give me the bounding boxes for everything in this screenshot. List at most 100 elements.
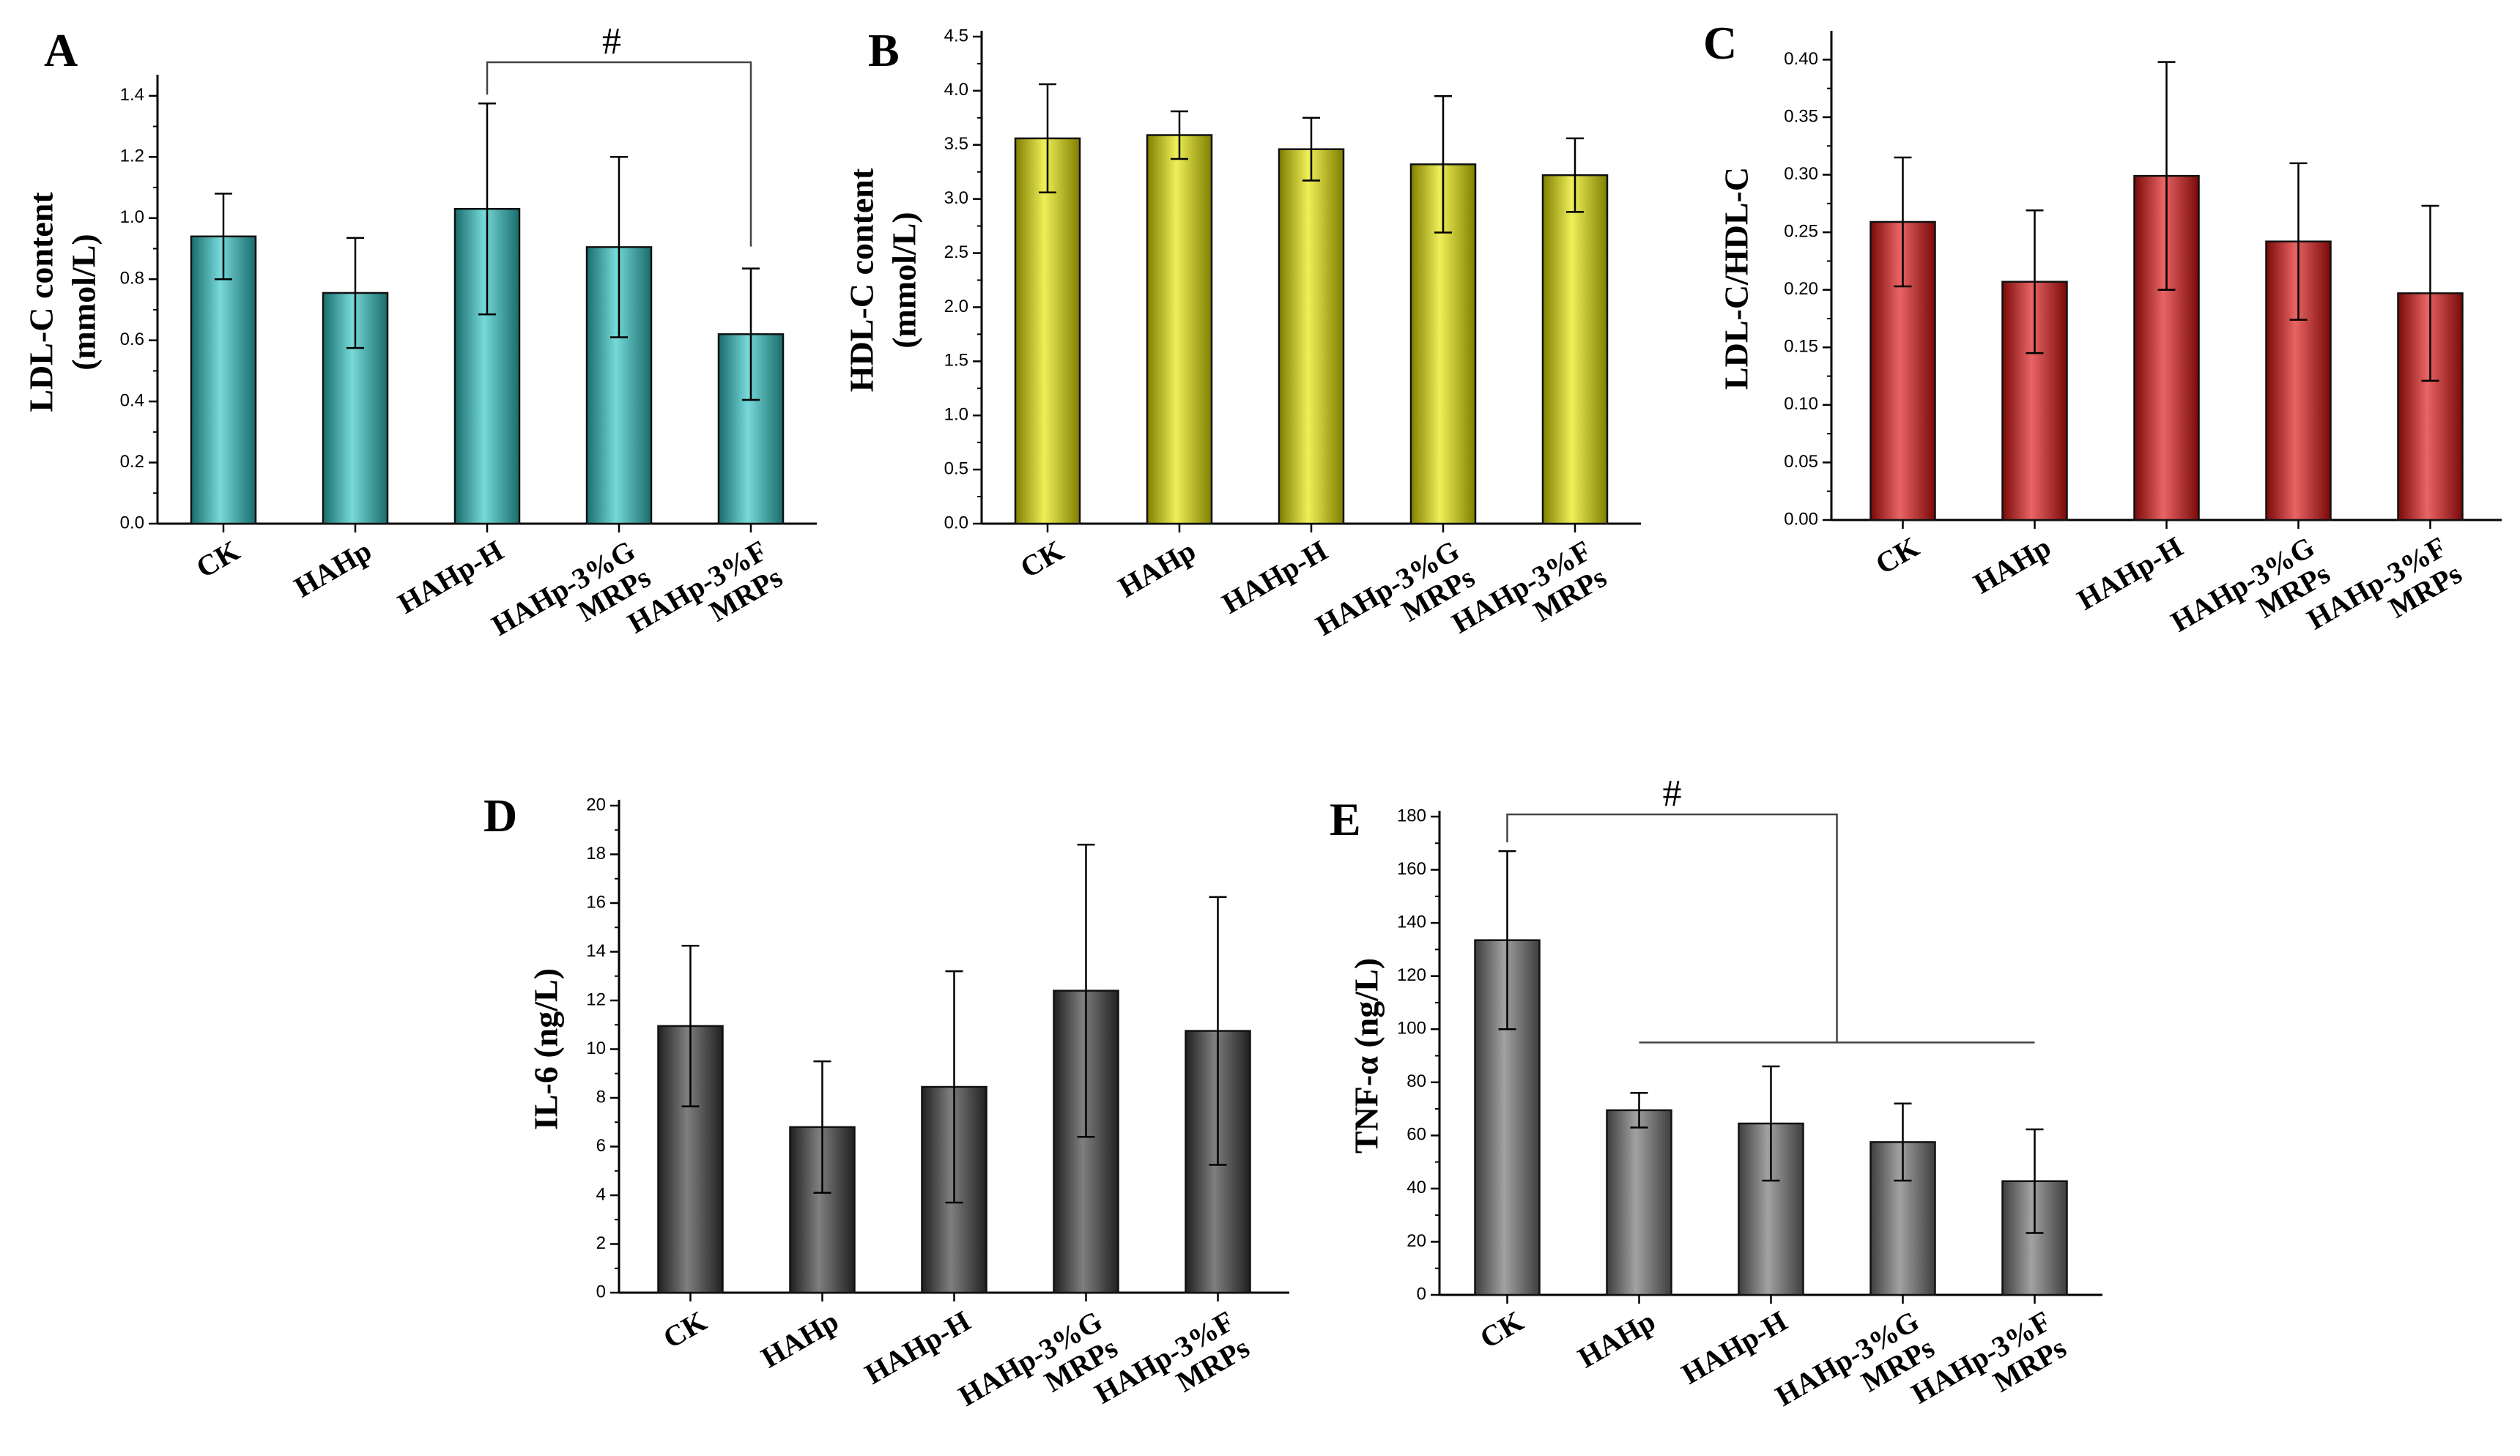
x-tick-label: HAHp-H — [859, 1304, 976, 1391]
x-tick-label: HAHp — [1968, 530, 2056, 601]
y-axis-title: (mmol/L) — [886, 212, 923, 349]
y-tick-label: 1.2 — [120, 146, 144, 166]
y-tick-label: 4.5 — [944, 26, 968, 45]
panel-label: D — [483, 790, 517, 842]
x-tick-label: HAHp-H — [2072, 530, 2188, 617]
x-tick-label: CK — [658, 1304, 712, 1355]
panel-label: B — [868, 24, 900, 76]
chart-panel-B: B HDL-C content (mmol/L) 0.0 0.5 1.0 1.5 2.0 2.5… — [843, 24, 1641, 669]
chart-panel-E: E TNF-α (ng/L) 0 20 40 60 80 100 120 140 160 180 CK H… — [1330, 773, 2102, 1439]
x-tick-label: HAHp — [755, 1304, 844, 1375]
y-tick-label: 0.5 — [944, 458, 968, 478]
y-axis-title: IL-6 (ng/L) — [527, 968, 565, 1130]
y-tick-label: 0.8 — [120, 269, 144, 289]
x-tick-label-line: HAHp — [1113, 534, 1201, 604]
panel-label: E — [1330, 793, 1361, 845]
y-tick-label: 6 — [596, 1136, 606, 1156]
x-tick-label-line: CK — [190, 534, 245, 584]
x-tick-label-line: HAHp-H — [1676, 1304, 1793, 1391]
y-tick-label: 3.5 — [944, 134, 968, 154]
y-axis-title: LDL-C content — [23, 192, 60, 412]
chart-panel-C: C LDL-C/HDL-C 0.00 0.05 0.10 0.15 0.20 0.25 0.30… — [1703, 17, 2502, 663]
y-tick-label: 0.6 — [120, 330, 144, 349]
x-tick-label: HAHp-3%FMRPs — [1089, 1304, 1255, 1437]
y-tick-label: 8 — [596, 1087, 606, 1107]
x-tick-label: HAHp — [289, 534, 377, 604]
x-tick-label: CK — [1475, 1304, 1529, 1355]
x-tick-label: HAHp-H — [392, 534, 508, 620]
y-tick-label: 2.0 — [944, 297, 968, 316]
y-tick-label: 1.4 — [120, 85, 144, 105]
chart-panel-A: A LDL-C content (mmol/L) 0.0 0.2 0.4 0.6 0.8 1.0… — [23, 21, 817, 669]
x-tick-label-line: HAHp-H — [392, 534, 508, 620]
y-tick-label: 0.20 — [1784, 279, 1818, 299]
x-tick-label-line: HAHp-H — [859, 1304, 976, 1391]
x-tick-label: HAHp-3%FMRPs — [1446, 534, 1612, 666]
x-tick-label-line: HAHp-H — [2072, 530, 2188, 617]
y-tick-label: 0.30 — [1784, 164, 1818, 184]
x-tick-label: HAHp — [1572, 1304, 1661, 1375]
significance-mark: # — [602, 21, 621, 62]
y-tick-label: 14 — [586, 941, 606, 961]
bar — [1606, 1109, 1672, 1296]
y-tick-label: 0.2 — [120, 452, 144, 472]
x-tick-label-line: CK — [658, 1304, 712, 1355]
bar — [1541, 174, 1609, 525]
y-tick-label: 1.0 — [944, 405, 968, 425]
x-tick-label: HAHp-3%GMRPs — [1770, 1304, 1940, 1439]
x-tick-label-line: CK — [1475, 1304, 1529, 1355]
y-tick-label: 10 — [586, 1039, 606, 1058]
y-tick-label: 20 — [1407, 1231, 1426, 1251]
significance-mark: # — [1663, 773, 1682, 814]
x-tick-label: HAHp-3%GMRPs — [1310, 534, 1480, 669]
bar — [1278, 148, 1345, 525]
x-tick-label: HAHp-3%GMRPs — [486, 534, 656, 669]
y-axis-title: HDL-C content — [843, 168, 881, 392]
y-tick-label: 60 — [1407, 1125, 1426, 1145]
y-tick-label: 2.5 — [944, 242, 968, 262]
x-tick-label: HAHp-H — [1216, 534, 1333, 620]
x-tick-label-line: HAHp — [289, 534, 377, 604]
y-tick-label: 0.05 — [1784, 452, 1818, 472]
y-tick-label: 40 — [1407, 1178, 1426, 1197]
y-tick-label: 3.0 — [944, 188, 968, 208]
panel-label: C — [1703, 17, 1737, 69]
y-axis-title: (mmol/L) — [65, 234, 103, 371]
y-tick-label: 20 — [586, 795, 606, 814]
significance-bracket — [1506, 813, 1838, 1043]
x-tick-label: CK — [1015, 534, 1069, 584]
x-tick-label: HAHp — [1113, 534, 1201, 604]
y-tick-label: 0 — [1417, 1284, 1426, 1304]
x-tick-label-line: CK — [1015, 534, 1069, 584]
x-tick-label: CK — [190, 534, 245, 584]
x-tick-label-line: HAHp-H — [1216, 534, 1333, 620]
x-tick-label: CK — [1870, 530, 1924, 581]
y-tick-label: 100 — [1397, 1019, 1426, 1039]
y-tick-label: 0.00 — [1784, 509, 1818, 529]
y-tick-label: 16 — [586, 892, 606, 912]
y-tick-label: 1.0 — [120, 207, 144, 227]
x-tick-label-line: HAHp — [1572, 1304, 1661, 1375]
y-tick-label: 1.5 — [944, 351, 968, 371]
y-tick-label: 80 — [1407, 1071, 1426, 1091]
y-tick-label: 0.4 — [120, 390, 144, 410]
bar — [1146, 134, 1213, 525]
x-tick-label: HAHp-3%FMRPs — [2302, 530, 2467, 663]
bar — [190, 235, 257, 525]
x-tick-label-line: HAHp — [1968, 530, 2056, 601]
y-tick-label: 160 — [1397, 859, 1426, 879]
y-tick-label: 140 — [1397, 912, 1426, 932]
y-tick-label: 2 — [596, 1233, 606, 1253]
x-tick-label: HAHp-3%FMRPs — [622, 534, 788, 666]
significance-bracket — [486, 61, 752, 247]
x-tick-label: HAHp-3%GMRPs — [953, 1304, 1123, 1439]
x-tick-label: HAHp-H — [1676, 1304, 1793, 1391]
y-tick-label: 0.0 — [120, 513, 144, 532]
y-tick-label: 0 — [596, 1282, 606, 1301]
y-tick-label: 120 — [1397, 965, 1426, 985]
y-tick-label: 0.10 — [1784, 394, 1818, 414]
y-axis-title: LDL-C/HDL-C — [1718, 167, 1755, 390]
x-tick-label-line: CK — [1870, 530, 1924, 581]
